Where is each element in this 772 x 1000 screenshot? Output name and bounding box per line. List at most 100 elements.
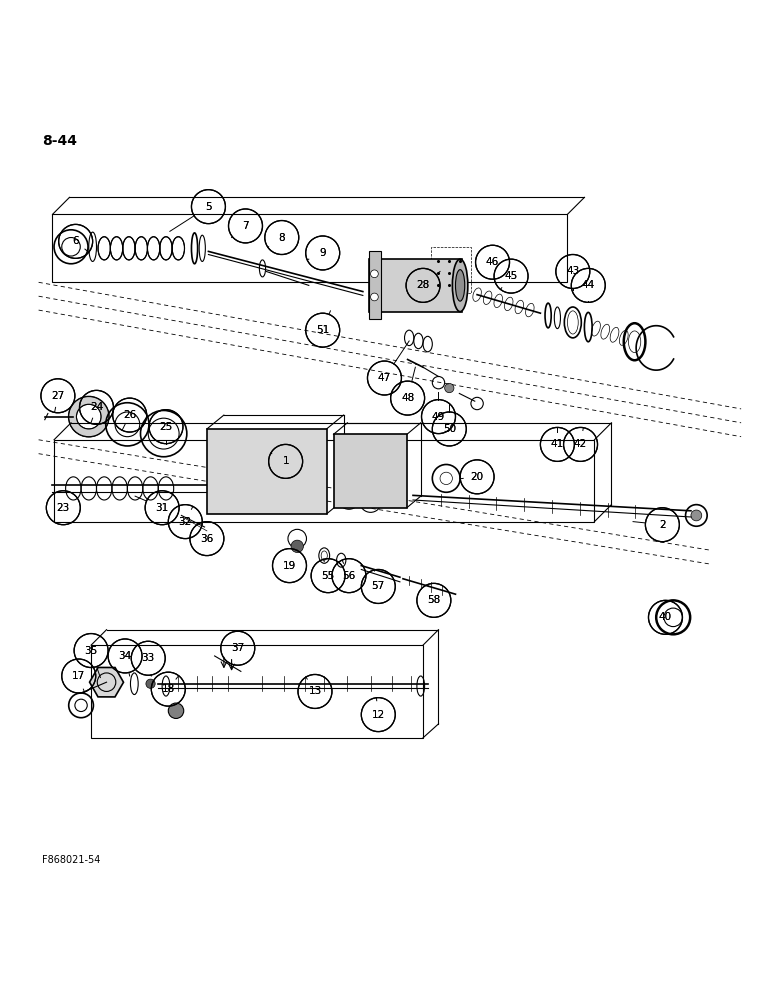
Text: 2: 2 <box>659 520 665 530</box>
Circle shape <box>278 490 290 502</box>
Text: 13: 13 <box>308 686 322 696</box>
Circle shape <box>168 703 184 718</box>
Circle shape <box>365 496 376 507</box>
Text: 31: 31 <box>155 503 169 513</box>
Text: 5: 5 <box>205 202 212 212</box>
Text: 44: 44 <box>581 280 595 290</box>
Text: 49: 49 <box>432 412 445 422</box>
Text: 32: 32 <box>178 517 192 527</box>
Circle shape <box>249 488 261 500</box>
Circle shape <box>371 293 378 301</box>
Text: 12: 12 <box>371 710 385 720</box>
Text: 42: 42 <box>574 439 587 449</box>
Text: 51: 51 <box>316 325 330 335</box>
Text: 27: 27 <box>51 391 65 401</box>
Text: 43: 43 <box>566 266 580 276</box>
Text: 18: 18 <box>161 684 175 694</box>
Circle shape <box>371 270 378 278</box>
Text: F868021-54: F868021-54 <box>42 855 101 865</box>
Text: 55: 55 <box>321 571 335 581</box>
Text: 28: 28 <box>416 280 430 290</box>
Text: 46: 46 <box>486 257 499 267</box>
Text: 37: 37 <box>231 643 245 653</box>
Text: 9: 9 <box>320 248 326 258</box>
Text: 45: 45 <box>504 271 518 281</box>
Text: 8: 8 <box>279 233 285 243</box>
Text: 33: 33 <box>141 653 155 663</box>
Text: 32: 32 <box>178 517 192 527</box>
Text: 20: 20 <box>470 472 484 482</box>
Text: 50: 50 <box>442 424 456 434</box>
Text: 49: 49 <box>432 412 445 422</box>
Ellipse shape <box>452 259 468 312</box>
Text: 55: 55 <box>321 571 335 581</box>
Text: 40: 40 <box>659 612 672 622</box>
Wedge shape <box>69 397 109 437</box>
FancyBboxPatch shape <box>369 259 462 312</box>
Text: 50: 50 <box>442 424 456 434</box>
Text: 8-44: 8-44 <box>42 134 77 148</box>
Text: 6: 6 <box>73 236 79 246</box>
Text: 9: 9 <box>320 248 326 258</box>
Text: 20: 20 <box>470 472 484 482</box>
Text: 23: 23 <box>56 503 70 513</box>
Text: 26: 26 <box>123 410 137 420</box>
Text: 47: 47 <box>378 373 391 383</box>
Text: 6: 6 <box>73 236 79 246</box>
Text: 45: 45 <box>504 271 518 281</box>
Text: 36: 36 <box>200 534 214 544</box>
Text: 41: 41 <box>550 439 564 449</box>
Text: 34: 34 <box>118 651 132 661</box>
Circle shape <box>691 510 702 521</box>
Text: 5: 5 <box>205 202 212 212</box>
Text: 26: 26 <box>123 410 137 420</box>
Text: 25: 25 <box>159 422 173 432</box>
Text: 17: 17 <box>72 671 86 681</box>
Text: 46: 46 <box>486 257 499 267</box>
Text: 48: 48 <box>401 393 415 403</box>
Text: 35: 35 <box>84 646 98 656</box>
Text: 31: 31 <box>155 503 169 513</box>
FancyBboxPatch shape <box>334 434 407 508</box>
Text: 56: 56 <box>342 571 356 581</box>
Text: 7: 7 <box>242 221 249 231</box>
Text: 18: 18 <box>161 684 175 694</box>
Text: 57: 57 <box>371 581 385 591</box>
Text: 36: 36 <box>200 534 214 544</box>
Text: 48: 48 <box>401 393 415 403</box>
Text: 51: 51 <box>316 325 330 335</box>
Text: 34: 34 <box>118 651 132 661</box>
Text: 56: 56 <box>342 571 356 581</box>
Text: 44: 44 <box>581 280 595 290</box>
Circle shape <box>291 540 303 552</box>
Text: 37: 37 <box>231 643 245 653</box>
Text: 24: 24 <box>90 402 103 412</box>
Text: 2: 2 <box>659 520 665 530</box>
Text: 27: 27 <box>51 391 65 401</box>
Text: 25: 25 <box>159 422 173 432</box>
FancyBboxPatch shape <box>207 429 327 514</box>
Text: 42: 42 <box>574 439 587 449</box>
Polygon shape <box>369 251 381 319</box>
Circle shape <box>344 470 354 481</box>
Text: 19: 19 <box>283 561 296 571</box>
Text: 1: 1 <box>283 456 289 466</box>
Text: 13: 13 <box>308 686 322 696</box>
Ellipse shape <box>455 270 465 301</box>
Text: 17: 17 <box>72 671 86 681</box>
Circle shape <box>445 383 454 393</box>
Text: 33: 33 <box>141 653 155 663</box>
Text: 57: 57 <box>371 581 385 591</box>
Text: 1: 1 <box>283 456 289 466</box>
Text: 8: 8 <box>279 233 285 243</box>
Text: 7: 7 <box>242 221 249 231</box>
Text: 28: 28 <box>416 280 430 290</box>
Text: 23: 23 <box>56 503 70 513</box>
Text: 41: 41 <box>550 439 564 449</box>
Text: 58: 58 <box>427 595 441 605</box>
Circle shape <box>146 679 155 688</box>
Text: 12: 12 <box>371 710 385 720</box>
Text: 24: 24 <box>90 402 103 412</box>
Text: 40: 40 <box>659 612 672 622</box>
Text: 43: 43 <box>566 266 580 276</box>
